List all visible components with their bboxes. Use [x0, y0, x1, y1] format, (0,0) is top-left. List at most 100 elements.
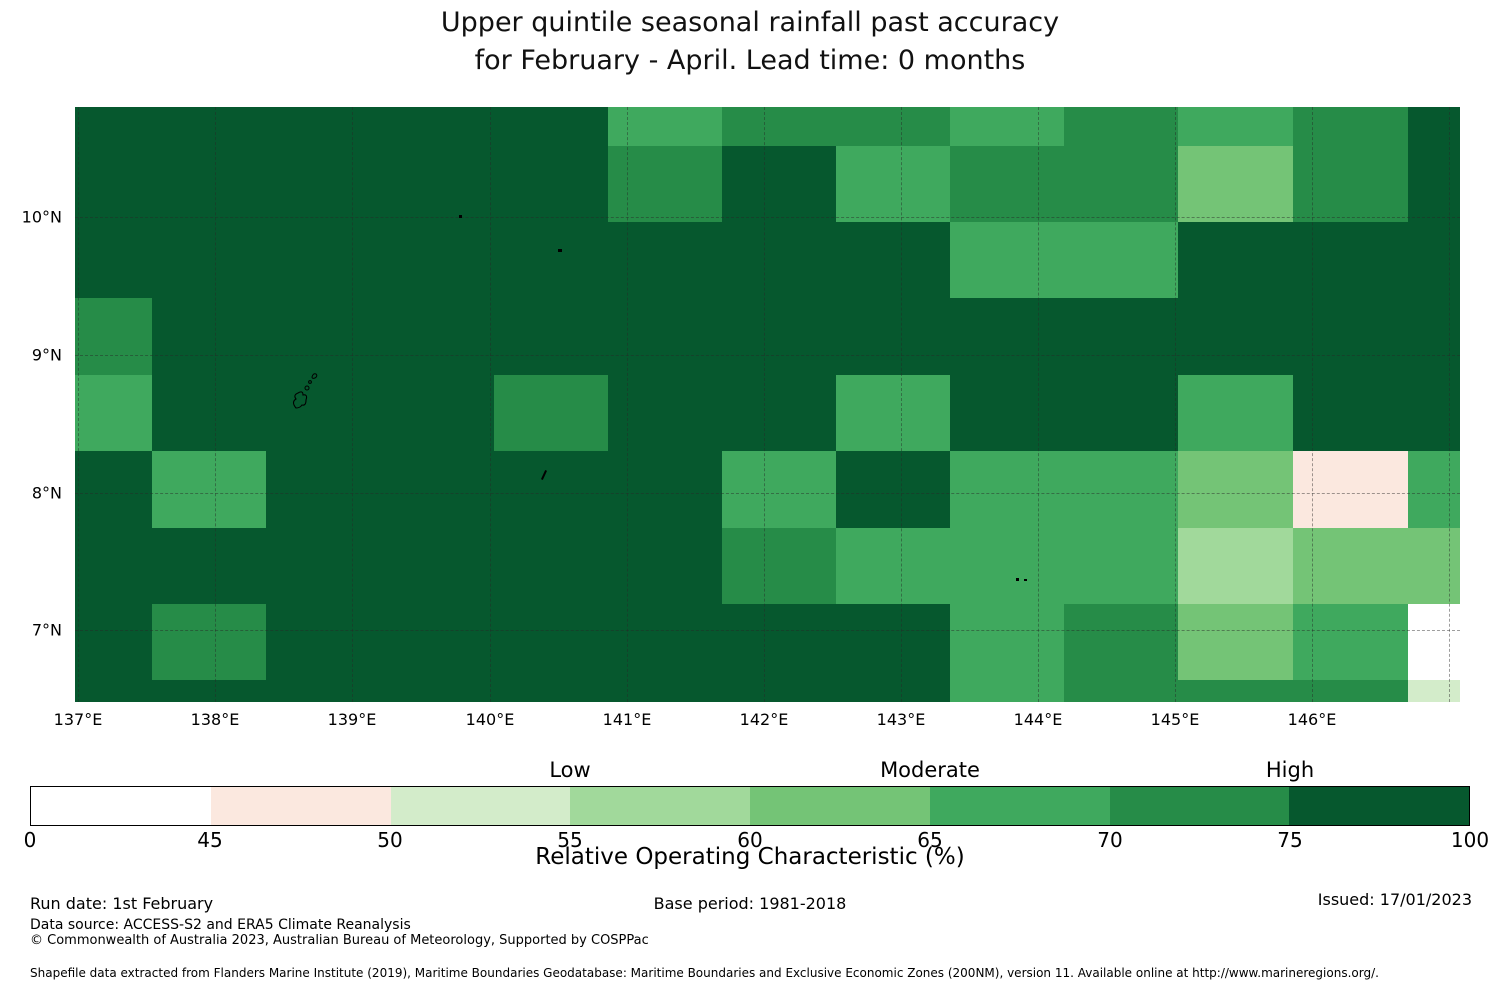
heatmap-cell [1408, 528, 1460, 604]
chart-title-line-1: Upper quintile seasonal rainfall past ac… [440, 7, 1060, 38]
chart-title: Upper quintile seasonal rainfall past ac… [0, 4, 1500, 80]
base-period-text: Base period: 1981-2018 [653, 894, 847, 913]
heatmap-cell [494, 451, 608, 528]
issued-date-text: Issued: 17/01/2023 [1317, 890, 1472, 909]
graticule-meridian [1175, 107, 1176, 702]
heatmap-cell [608, 107, 722, 146]
y-tick-label: 10°N [21, 207, 62, 227]
heatmap-cell [836, 222, 950, 298]
heatmap-cell [1293, 451, 1408, 528]
heatmap-cell [1064, 604, 1178, 680]
colorbar-segment [570, 787, 750, 825]
heatmap-cell [380, 298, 494, 375]
heatmap-cell [608, 451, 722, 528]
heatmap-cell [1178, 298, 1293, 375]
heatmap-cell [836, 528, 950, 604]
heatmap-cell [1293, 107, 1408, 146]
colorbar-segment [1289, 787, 1469, 825]
heatmap-cell [722, 451, 836, 528]
heatmap-cell [950, 222, 1064, 298]
heatmap-cell [1064, 451, 1178, 528]
heatmap-cell [380, 604, 494, 680]
islet-mark [459, 215, 462, 218]
heatmap-cell [266, 146, 380, 222]
colorbar-segment [929, 787, 1110, 825]
heatmap-cell [1178, 528, 1293, 604]
colorbar-category-label: Moderate [880, 758, 980, 782]
heatmap-cell [494, 298, 608, 375]
heatmap-cell [266, 375, 380, 451]
heatmap-cell [380, 146, 494, 222]
heatmap-cell [152, 528, 266, 604]
heatmap-cell [1178, 146, 1293, 222]
islet-mark [1016, 578, 1019, 581]
heatmap-cell [1293, 298, 1408, 375]
heatmap-cell [75, 146, 152, 222]
graticule-meridian [627, 107, 628, 702]
heatmap-cell [836, 680, 950, 702]
heatmap-cell [950, 528, 1064, 604]
island-outline [292, 373, 318, 409]
colorbar-category-label: Low [549, 758, 591, 782]
heatmap-cell [608, 680, 722, 702]
heatmap-cell [152, 604, 266, 680]
heatmap-cell [608, 375, 722, 451]
heatmap-cell [152, 146, 266, 222]
colorbar-segment [1109, 787, 1290, 825]
heatmap-cell [1178, 222, 1293, 298]
heatmap-cell [152, 298, 266, 375]
heatmap-cell [494, 604, 608, 680]
heatmap-cell [722, 107, 836, 146]
colorbar-category-label: High [1265, 758, 1315, 782]
heatmap-cell [1408, 451, 1460, 528]
heatmap-cell [836, 451, 950, 528]
colorbar-tick-label: 0 [23, 828, 37, 852]
graticule-parallel [75, 217, 1460, 218]
heatmap-cell [1408, 680, 1460, 702]
heatmap-cell [836, 604, 950, 680]
colorbar-segment [750, 787, 930, 825]
heatmap-cell [950, 604, 1064, 680]
heatmap-cell [1293, 146, 1408, 222]
heatmap-cell [722, 375, 836, 451]
heatmap-cell [494, 375, 608, 451]
heatmap-cell [1064, 680, 1178, 702]
heatmap-cell [1408, 107, 1460, 146]
heatmap-cell [1408, 604, 1460, 680]
heatmap-cell [836, 298, 950, 375]
heatmap-cell [380, 451, 494, 528]
heatmap-cell [1408, 222, 1460, 298]
heatmap-cell [608, 146, 722, 222]
graticule-meridian [78, 107, 79, 702]
heatmap-cell [950, 298, 1064, 375]
y-tick-label: 7°N [31, 620, 62, 640]
graticule-meridian [1312, 107, 1313, 702]
colorbar [30, 786, 1470, 826]
x-tick-label: 143°E [876, 710, 926, 729]
heatmap-cell [1408, 298, 1460, 375]
y-tick-label: 9°N [31, 345, 62, 365]
heatmap-cell [608, 298, 722, 375]
heatmap-cell [266, 528, 380, 604]
graticule-parallel [75, 493, 1460, 494]
heatmap-cell [75, 107, 152, 146]
heatmap-cell [152, 680, 266, 702]
heatmap-cell [494, 222, 608, 298]
graticule-meridian [1038, 107, 1039, 702]
colorbar-axis-label: Relative Operating Characteristic (%) [535, 844, 965, 870]
heatmap-cell [1064, 375, 1178, 451]
heatmap-cell [608, 528, 722, 604]
heatmap-cell [152, 107, 266, 146]
data-source-text: Data source: ACCESS-S2 and ERA5 Climate … [30, 917, 411, 933]
heatmap-cell [950, 375, 1064, 451]
heatmap-cell [1178, 680, 1293, 702]
heatmap-cell [1293, 222, 1408, 298]
x-tick-label: 140°E [465, 710, 515, 729]
graticule-meridian [490, 107, 491, 702]
heatmap-cell [75, 528, 152, 604]
heatmap-cell [1178, 451, 1293, 528]
colorbar-segment [390, 787, 571, 825]
heatmap-cell [722, 222, 836, 298]
y-tick-label: 8°N [31, 483, 62, 503]
